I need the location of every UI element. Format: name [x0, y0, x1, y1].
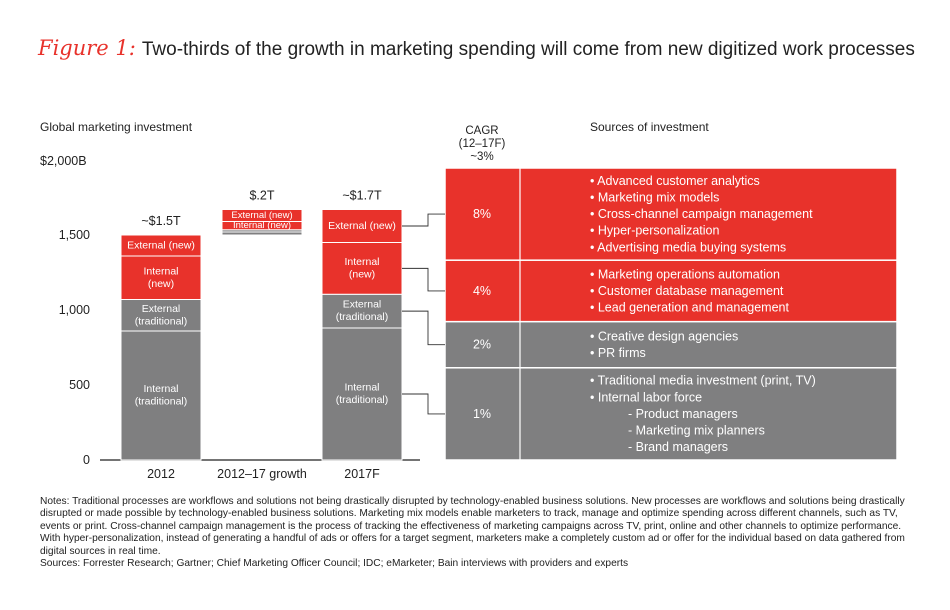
- bar-total-label: ~$1.5T: [141, 214, 181, 228]
- source-item: • Creative design agencies: [590, 329, 738, 343]
- source-item: - Product managers: [628, 407, 738, 421]
- figure-title: Figure 1: Two-thirds of the growth in mar…: [38, 36, 915, 61]
- source-item: • Hyper-personalization: [590, 224, 719, 238]
- notes-text: Notes: Traditional processes are workflo…: [40, 496, 905, 557]
- cagr-header-line: ~3%: [470, 151, 493, 163]
- source-item: • Advanced customer analytics: [590, 174, 760, 188]
- notes-block: Notes: Traditional processes are workflo…: [40, 496, 908, 570]
- bar-total-label: $.2T: [249, 189, 274, 203]
- bar-total-label: ~$1.7T: [342, 189, 382, 203]
- connector-line: [402, 213, 445, 227]
- source-item: • Marketing operations automation: [590, 267, 780, 281]
- cagr-value: 8%: [473, 207, 491, 221]
- x-category-label: 2012: [147, 467, 175, 481]
- cagr-header: CAGR (12–17F) ~3%: [459, 125, 506, 163]
- y-axis-title: Global marketing investment: [40, 120, 193, 134]
- bar-segment-label-line: (new): [349, 268, 375, 280]
- connector-line: [402, 393, 445, 415]
- bar-segment-external-new: [221, 209, 303, 222]
- source-item: • Traditional media investment (print, T…: [590, 374, 816, 388]
- bar-segment-label-line: Internal: [344, 382, 379, 394]
- bar-segment-label-line: External: [343, 299, 382, 311]
- bar-segment-label: External (new): [328, 220, 396, 232]
- y-tick-label: 1,000: [59, 303, 90, 317]
- bar-segment-label-line: (traditional): [135, 396, 188, 408]
- source-item: • PR firms: [590, 346, 646, 360]
- source-item: • Marketing mix models: [590, 191, 719, 205]
- bar-segment-label: Internal (new): [143, 265, 178, 290]
- bar-segment-label-line: External (new): [231, 210, 292, 221]
- source-item: • Lead generation and management: [590, 301, 789, 315]
- x-category-label: 2017F: [344, 467, 380, 481]
- x-category-label: 2012–17 growth: [217, 467, 307, 481]
- bar-segment-label-line: (traditional): [336, 394, 389, 406]
- y-tick-label: 1,500: [59, 228, 90, 242]
- figure-label: Figure 1:: [38, 36, 136, 60]
- bar-segment-label: External (traditional): [135, 303, 188, 328]
- cagr-value: 2%: [473, 338, 491, 352]
- bar-segment-label-line: Internal: [143, 383, 178, 395]
- cagr-value: 4%: [473, 284, 491, 298]
- bar-segment-label: External (new): [127, 239, 195, 251]
- sources-text: Sources: Forrester Research; Gartner; Ch…: [40, 558, 629, 570]
- bar-segment-label: External (traditional): [336, 299, 389, 324]
- bar-segment-label-line: External: [142, 303, 181, 315]
- y-tick-label: 500: [69, 378, 90, 392]
- bar-segment-internal-new: [321, 242, 403, 295]
- bar-segment-label: Internal (traditional): [336, 382, 389, 407]
- bar-segment-external-traditional: [120, 299, 202, 332]
- bar-segment-internal-traditional: [321, 327, 403, 461]
- source-item: • Cross-channel campaign management: [590, 207, 813, 221]
- cagr-header-line: CAGR: [465, 125, 498, 137]
- y-axis-top-label: $2,000B: [40, 154, 87, 168]
- cagr-header-line: (12–17F): [459, 138, 506, 150]
- marketing-investment-chart: Global marketing investment $2,000B 0 500 1,…: [40, 120, 898, 481]
- cagr-value: 1%: [473, 407, 491, 421]
- bar-segment-label-line: Internal (new): [233, 220, 291, 231]
- bar-segment-label-line: (traditional): [135, 315, 188, 327]
- source-item: • Internal labor force: [590, 390, 702, 404]
- sources-header: Sources of investment: [590, 120, 709, 134]
- source-item: • Customer database management: [590, 284, 784, 298]
- source-item: - Brand managers: [628, 440, 728, 454]
- bar-segment-label-line: (new): [148, 278, 174, 290]
- bar-segment-label: Internal (new): [344, 256, 379, 281]
- bar-segment-label: Internal (new): [233, 220, 291, 231]
- bar-segment-label-line: External (new): [328, 220, 396, 232]
- source-item: - Marketing mix planners: [628, 423, 765, 437]
- bar-segment-label: Internal (traditional): [135, 383, 188, 408]
- bar-segment-external-new: [321, 209, 403, 243]
- connector-line: [402, 310, 445, 346]
- bar-segment-label: External (new): [231, 210, 292, 221]
- bar-segment-label-line: (traditional): [336, 311, 389, 323]
- source-item: • Advertising media buying systems: [590, 240, 786, 254]
- figure-title-text: Two-thirds of the growth in marketing sp…: [141, 39, 915, 60]
- bar-segment-external-new: [120, 234, 202, 257]
- y-tick-label: 0: [83, 453, 90, 467]
- bar-segment-label-line: Internal: [344, 256, 379, 268]
- bar-segment-internal-traditional: [120, 330, 202, 461]
- bar-segment-label-line: External (new): [127, 239, 195, 251]
- connector-line: [402, 267, 445, 292]
- bar-segment-label-line: Internal: [143, 265, 178, 277]
